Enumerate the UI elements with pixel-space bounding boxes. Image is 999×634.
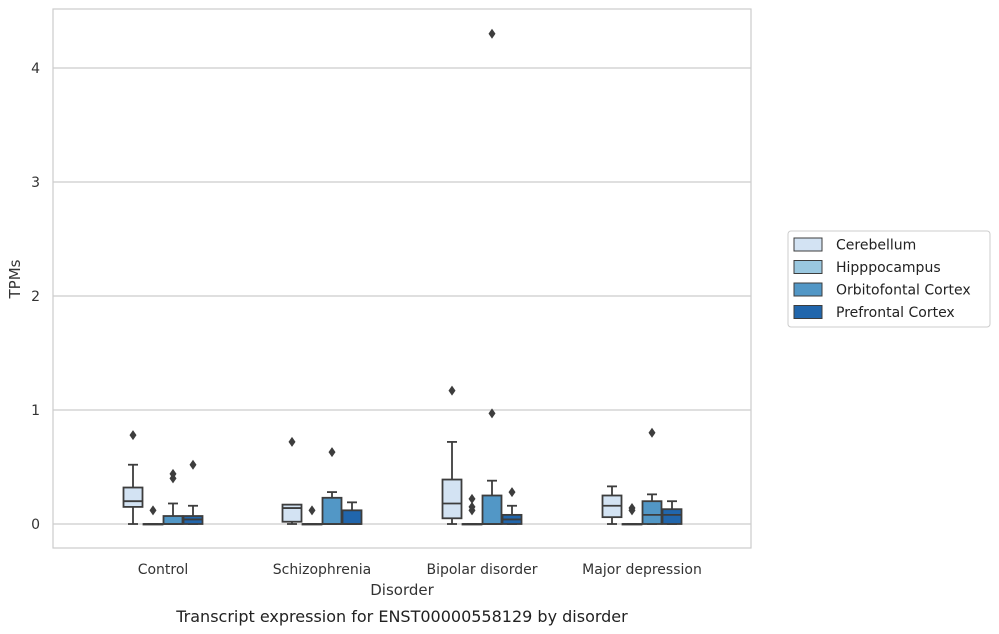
box <box>481 494 503 525</box>
outlier-point <box>628 503 636 514</box>
outlier-point <box>488 28 496 39</box>
x-axis-ticks: Control Schizophrenia Bipolar disorder Majo… <box>138 562 702 578</box>
y-tick-label: 4 <box>31 61 40 77</box>
outlier-point <box>129 430 137 441</box>
y-tick-label: 1 <box>31 403 40 419</box>
legend-label: Hipppocampus <box>836 260 941 276</box>
x-tick-label: Major depression <box>582 562 702 578</box>
box-group <box>481 28 503 525</box>
legend: Cerebellum Hipppocampus Orbitofontal Corte… <box>787 230 991 328</box>
box <box>441 478 463 520</box>
outlier-point <box>288 436 296 447</box>
box-group <box>122 430 144 525</box>
box <box>341 509 363 525</box>
box-group <box>301 505 323 526</box>
legend-swatch <box>793 237 823 252</box>
box <box>321 496 343 525</box>
outlier-point <box>648 427 656 438</box>
legend-swatch <box>793 260 823 274</box>
box-group <box>461 493 483 526</box>
box <box>661 508 683 525</box>
box-group <box>341 501 363 525</box>
y-axis-ticks: 0 1 2 3 4 <box>31 61 40 533</box>
outlier-point <box>308 505 316 516</box>
legend-label: Prefrontal Cortex <box>836 305 955 321</box>
outlier-point <box>169 468 177 479</box>
x-axis-label: Disorder <box>370 581 434 599</box>
box-group <box>441 385 463 525</box>
box <box>641 500 663 525</box>
x-tick-label: Schizophrenia <box>273 562 371 578</box>
box <box>162 515 184 525</box>
box-group <box>641 427 663 525</box>
box-plots <box>122 28 683 526</box>
legend-label: Orbitofontal Cortex <box>836 283 971 299</box>
box-group <box>142 505 164 526</box>
box-group <box>321 447 343 525</box>
box-group <box>501 487 523 525</box>
y-tick-label: 2 <box>31 289 40 305</box>
x-tick-label: Control <box>138 562 189 578</box>
box-group <box>182 459 204 525</box>
x-tick-label: Bipolar disorder <box>426 562 537 578</box>
legend-frame <box>787 230 991 328</box>
y-tick-label: 3 <box>31 175 40 191</box>
outlier-point <box>468 501 476 512</box>
y-axis-label: TPMs <box>6 259 24 299</box>
chart-caption: Transcript expression for ENST0000055812… <box>175 607 628 626</box>
y-tick-label: 0 <box>31 517 40 533</box>
outlier-point <box>328 447 336 458</box>
legend-swatch <box>793 305 823 319</box>
legend-swatch <box>793 282 823 297</box>
outlier-point <box>149 505 157 516</box>
box-group <box>661 500 683 525</box>
box-group <box>162 468 184 525</box>
plot-area <box>52 8 752 549</box>
box <box>122 486 144 508</box>
outlier-point <box>448 385 456 396</box>
outlier-point <box>488 408 496 419</box>
box-group <box>281 436 303 525</box>
outlier-point <box>508 487 516 498</box>
outlier-point <box>468 493 476 504</box>
box-group <box>621 503 643 526</box>
box-group <box>601 485 623 525</box>
legend-label: Cerebellum <box>836 238 916 254</box>
outlier-point <box>189 459 197 470</box>
